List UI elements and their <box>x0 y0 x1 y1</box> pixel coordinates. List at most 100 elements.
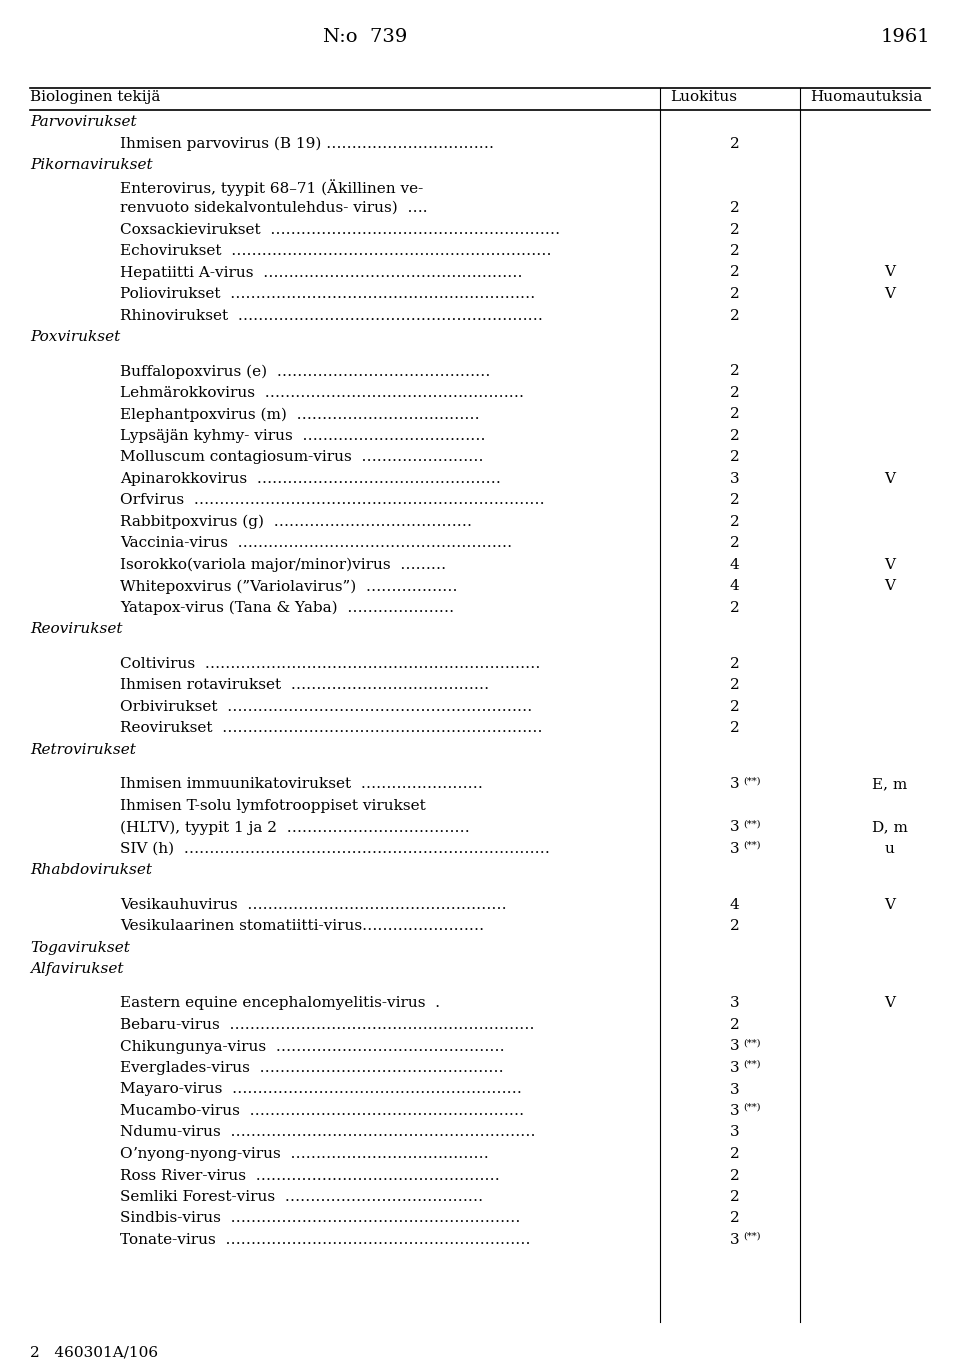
Text: 2: 2 <box>730 494 740 508</box>
Text: 4: 4 <box>730 579 740 594</box>
Text: 2: 2 <box>730 407 740 421</box>
Text: Elephantpoxvirus (m)  ………………………………: Elephantpoxvirus (m) ……………………………… <box>120 407 480 421</box>
Text: V: V <box>884 558 896 572</box>
Text: 3: 3 <box>730 1040 739 1054</box>
Text: Ndumu-virus  ……………………………………………………: Ndumu-virus …………………………………………………… <box>120 1125 536 1140</box>
Text: Bebaru-virus  ……………………………………………………: Bebaru-virus …………………………………………………… <box>120 1018 535 1032</box>
Text: Isorokko(variola major/minor)virus  ………: Isorokko(variola major/minor)virus ……… <box>120 558 446 572</box>
Text: 2: 2 <box>730 1018 740 1032</box>
Text: 2: 2 <box>730 244 740 258</box>
Text: (**): (**) <box>743 1061 760 1069</box>
Text: 3: 3 <box>730 472 739 486</box>
Text: Lehmärokkovirus  ……………………………………………: Lehmärokkovirus …………………………………………… <box>120 386 524 399</box>
Text: Enterovirus, tyypit 68–71 (Äkillinen ve-: Enterovirus, tyypit 68–71 (Äkillinen ve- <box>120 180 423 196</box>
Text: Molluscum contagiosum-virus  ……………………: Molluscum contagiosum-virus …………………… <box>120 450 484 464</box>
Text: D, m: D, m <box>872 820 908 834</box>
Text: u: u <box>885 841 895 856</box>
Text: 3: 3 <box>730 1104 739 1118</box>
Text: Vesikulaarinen stomatiitti-virus……………………: Vesikulaarinen stomatiitti-virus…………………… <box>120 919 484 933</box>
Text: 2: 2 <box>730 287 740 300</box>
Text: V: V <box>884 287 896 300</box>
Text: E, m: E, m <box>873 777 907 792</box>
Text: Poxvirukset: Poxvirukset <box>30 331 120 344</box>
Text: Vaccinia-virus  ………………………………………………: Vaccinia-virus ……………………………………………… <box>120 536 512 550</box>
Text: Vesikauhuvirus  ……………………………………………: Vesikauhuvirus …………………………………………… <box>120 897 507 911</box>
Text: Whitepoxvirus (”Variolavirus”)  ………………: Whitepoxvirus (”Variolavirus”) ……………… <box>120 579 458 594</box>
Text: Huomautuksia: Huomautuksia <box>810 91 923 104</box>
Text: (**): (**) <box>743 1103 760 1111</box>
Text: Coxsackievirukset  …………………………………………………: Coxsackievirukset ………………………………………………… <box>120 222 560 236</box>
Text: Hepatiitti A-virus  ……………………………………………: Hepatiitti A-virus …………………………………………… <box>120 266 522 280</box>
Text: 2: 2 <box>730 919 740 933</box>
Text: Alfavirukset: Alfavirukset <box>30 962 124 975</box>
Text: V: V <box>884 472 896 486</box>
Text: Coltivirus  …………………………………………………………: Coltivirus ………………………………………………………… <box>120 657 540 671</box>
Text: 3: 3 <box>730 1125 739 1140</box>
Text: (HLTV), tyypit 1 ja 2  ………………………………: (HLTV), tyypit 1 ja 2 ……………………………… <box>120 820 469 834</box>
Text: 3: 3 <box>730 1061 739 1076</box>
Text: 2: 2 <box>730 1190 740 1205</box>
Text: 2: 2 <box>730 222 740 236</box>
Text: 3: 3 <box>730 996 739 1011</box>
Text: 3: 3 <box>730 820 739 834</box>
Text: 4: 4 <box>730 558 740 572</box>
Text: Parvovirukset: Parvovirukset <box>30 115 136 129</box>
Text: (**): (**) <box>743 777 760 785</box>
Text: Togavirukset: Togavirukset <box>30 941 130 955</box>
Text: 3: 3 <box>730 1083 739 1096</box>
Text: Lypsäjän kyhmy- virus  ………………………………: Lypsäjän kyhmy- virus ……………………………… <box>120 429 486 443</box>
Text: 2   460301A/106: 2 460301A/106 <box>30 1345 158 1360</box>
Text: 3: 3 <box>730 777 739 792</box>
Text: Reovirukset: Reovirukset <box>30 623 123 637</box>
Text: 2: 2 <box>730 536 740 550</box>
Text: (**): (**) <box>743 1232 760 1242</box>
Text: Reovirukset  ………………………………………………………: Reovirukset ……………………………………………………… <box>120 722 542 735</box>
Text: 2: 2 <box>730 136 740 151</box>
Text: N:o  739: N:o 739 <box>323 27 407 47</box>
Text: 2: 2 <box>730 514 740 528</box>
Text: 2: 2 <box>730 202 740 215</box>
Text: V: V <box>884 996 896 1011</box>
Text: 3: 3 <box>730 841 739 856</box>
Text: Apinarokkovirus  …………………………………………: Apinarokkovirus ………………………………………… <box>120 472 501 486</box>
Text: 4: 4 <box>730 897 740 911</box>
Text: 2: 2 <box>730 429 740 443</box>
Text: Mucambo-virus  ………………………………………………: Mucambo-virus ……………………………………………… <box>120 1104 524 1118</box>
Text: 2: 2 <box>730 601 740 615</box>
Text: Rhabdovirukset: Rhabdovirukset <box>30 863 152 877</box>
Text: Sindbis-virus  …………………………………………………: Sindbis-virus ………………………………………………… <box>120 1211 520 1225</box>
Text: 1961: 1961 <box>880 27 930 47</box>
Text: Luokitus: Luokitus <box>670 91 737 104</box>
Text: Poliovirukset  ……………………………………………………: Poliovirukset …………………………………………………… <box>120 287 536 300</box>
Text: 2: 2 <box>730 266 740 280</box>
Text: Everglades-virus  …………………………………………: Everglades-virus ………………………………………… <box>120 1061 504 1076</box>
Text: 2: 2 <box>730 365 740 379</box>
Text: Eastern equine encephalomyelitis-virus  .: Eastern equine encephalomyelitis-virus . <box>120 996 440 1011</box>
Text: Chikungunya-virus  ………………………………………: Chikungunya-virus ……………………………………… <box>120 1040 505 1054</box>
Text: 2: 2 <box>730 657 740 671</box>
Text: 2: 2 <box>730 1147 740 1161</box>
Text: Oʼnyong-nyong-virus  …………………………………: Oʼnyong-nyong-virus ………………………………… <box>120 1147 489 1161</box>
Text: 2: 2 <box>730 450 740 464</box>
Text: Rhinovirukset  ……………………………………………………: Rhinovirukset …………………………………………………… <box>120 309 542 322</box>
Text: Ihmisen rotavirukset  …………………………………: Ihmisen rotavirukset ………………………………… <box>120 678 490 693</box>
Text: Retrovirukset: Retrovirukset <box>30 742 136 757</box>
Text: Pikornavirukset: Pikornavirukset <box>30 158 153 172</box>
Text: 2: 2 <box>730 722 740 735</box>
Text: renvuoto sidekalvontulehdus- virus)  ….: renvuoto sidekalvontulehdus- virus) …. <box>120 202 427 215</box>
Text: Ross River-virus  …………………………………………: Ross River-virus ………………………………………… <box>120 1169 500 1183</box>
Text: Mayaro-virus  …………………………………………………: Mayaro-virus ………………………………………………… <box>120 1083 522 1096</box>
Text: (**): (**) <box>743 819 760 829</box>
Text: Semliki Forest-virus  …………………………………: Semliki Forest-virus ………………………………… <box>120 1190 483 1205</box>
Text: V: V <box>884 579 896 594</box>
Text: Yatapox-virus (Tana & Yaba)  …………………: Yatapox-virus (Tana & Yaba) ………………… <box>120 601 454 615</box>
Text: Ihmisen T-solu lymfotrooppiset virukset: Ihmisen T-solu lymfotrooppiset virukset <box>120 799 425 812</box>
Text: Buffalopoxvirus (e)  ……………………………………: Buffalopoxvirus (e) …………………………………… <box>120 365 491 379</box>
Text: 2: 2 <box>730 678 740 693</box>
Text: 2: 2 <box>730 309 740 322</box>
Text: Tonate-virus  ……………………………………………………: Tonate-virus …………………………………………………… <box>120 1233 531 1247</box>
Text: Biologinen tekijä: Biologinen tekijä <box>30 91 160 104</box>
Text: V: V <box>884 266 896 280</box>
Text: 2: 2 <box>730 1211 740 1225</box>
Text: V: V <box>884 897 896 911</box>
